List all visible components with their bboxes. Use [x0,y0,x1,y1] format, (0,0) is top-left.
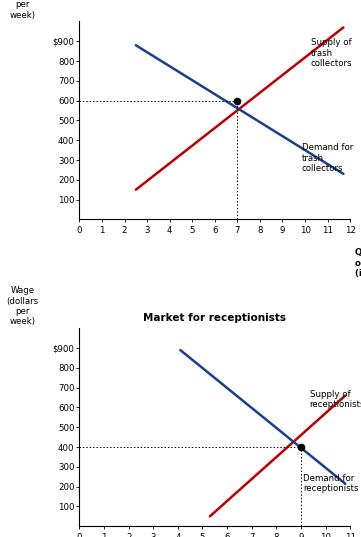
Text: Demand for
trash
collectors: Demand for trash collectors [302,143,353,173]
Title: Market for receptionists: Market for receptionists [143,314,286,323]
Text: Demand for
receptionists: Demand for receptionists [303,474,359,494]
Text: Supply of
receptionists: Supply of receptionists [310,390,361,409]
Text: Supply of
trash
collectors: Supply of trash collectors [311,38,352,68]
Text: Wage
(dollars
per
week): Wage (dollars per week) [6,0,39,19]
Text: Quantity
of labor
(in thousands): Quantity of labor (in thousands) [355,248,361,278]
Text: Wage
(dollars
per
week): Wage (dollars per week) [6,286,39,326]
